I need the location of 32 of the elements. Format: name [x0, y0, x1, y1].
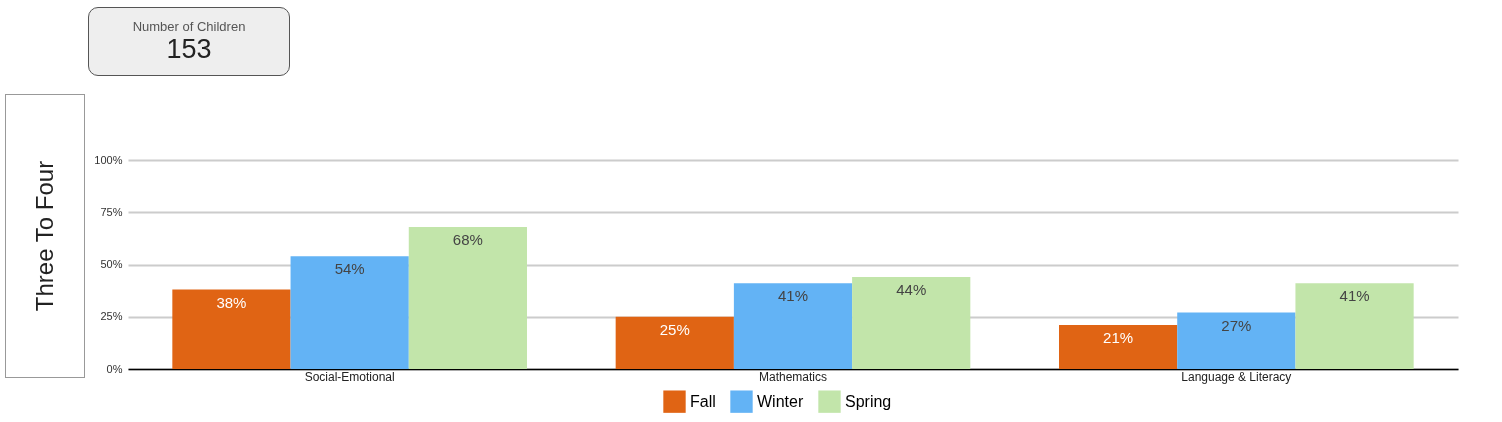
text: Number of Children	[131, 19, 247, 34]
bar	[615, 316, 734, 369]
legend-label: Winter	[757, 392, 804, 410]
y-axis-title: Three To Four	[31, 160, 59, 312]
x-tick-label: Social-Emotional	[304, 369, 395, 384]
data-label: 41%	[777, 287, 809, 305]
bar	[172, 289, 291, 369]
bar	[1295, 283, 1414, 369]
bar	[1059, 325, 1178, 369]
data-label: 41%	[1339, 287, 1370, 305]
y-tick-label: 25%	[100, 310, 123, 323]
bar	[408, 226, 527, 369]
x-tick-label: Mathematics	[758, 369, 828, 384]
x-tick-label: Language & Literacy	[1181, 369, 1292, 384]
bar	[733, 283, 853, 369]
text: 153	[165, 34, 213, 64]
data-label: 54%	[334, 260, 365, 278]
data-label: 44%	[896, 281, 927, 299]
y-tick-label: 100%	[94, 153, 123, 166]
data-label: 27%	[1221, 316, 1252, 334]
bar	[1177, 312, 1296, 369]
data-label: 68%	[452, 230, 483, 248]
legend-label: Fall	[690, 392, 716, 410]
legend-label: Spring	[845, 392, 892, 410]
data-label: 38%	[216, 293, 247, 311]
data-label: 21%	[1103, 329, 1134, 347]
y-tick-label: 50%	[100, 258, 123, 270]
bar	[852, 277, 971, 369]
y-tick-label: 0%	[106, 362, 123, 375]
bar	[290, 256, 409, 369]
y-tick-label: 75%	[100, 205, 123, 218]
data-label: 25%	[659, 320, 690, 338]
